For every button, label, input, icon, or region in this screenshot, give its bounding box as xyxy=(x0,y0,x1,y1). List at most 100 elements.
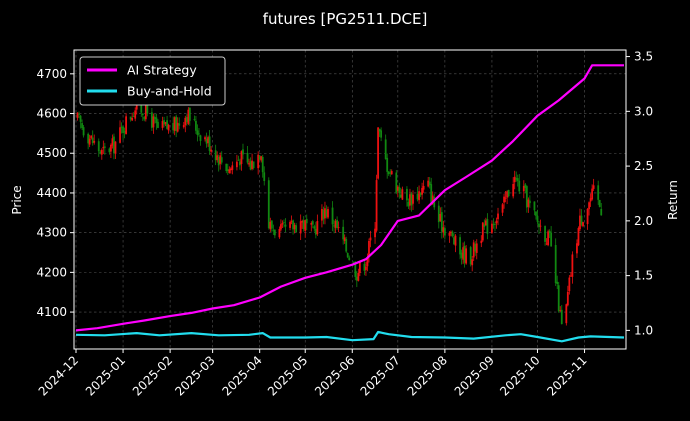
candle-body xyxy=(550,232,553,247)
candle-body xyxy=(401,189,404,200)
candle-body xyxy=(249,161,252,170)
candle-body xyxy=(375,180,378,231)
candle-body xyxy=(431,195,434,204)
candle-body xyxy=(363,263,366,271)
candle-body xyxy=(325,209,328,217)
candle-body xyxy=(368,240,370,257)
candle-body xyxy=(143,116,146,120)
candle-body xyxy=(290,221,293,223)
right-tick-label: 3.5 xyxy=(634,50,653,64)
candle-body xyxy=(185,117,188,123)
candle-body xyxy=(199,135,202,141)
candle-body xyxy=(184,117,187,126)
left-tick-label: 4100 xyxy=(36,305,67,319)
candle-body xyxy=(198,133,200,135)
candle-body xyxy=(269,221,272,230)
candle-body xyxy=(380,130,383,138)
candle-body xyxy=(237,159,240,161)
candle-body xyxy=(231,165,234,170)
right-tick-label: 1.5 xyxy=(634,269,653,283)
candle-body xyxy=(544,226,546,242)
candle-body xyxy=(278,229,281,238)
candle-body xyxy=(178,123,181,126)
candle-body xyxy=(125,116,127,135)
candle-body xyxy=(527,199,530,207)
candle-body xyxy=(396,186,399,191)
candle-body xyxy=(597,185,600,200)
candle-body xyxy=(187,109,190,124)
candle-body xyxy=(242,149,244,155)
candle-body xyxy=(76,112,79,118)
candle-body xyxy=(122,126,124,134)
candle-body xyxy=(87,133,90,144)
candle-body xyxy=(91,137,94,144)
candle-body xyxy=(598,199,601,207)
candle-body xyxy=(410,193,413,206)
candle-body xyxy=(422,185,425,190)
left-tick-label: 4500 xyxy=(36,146,67,160)
candle-body xyxy=(346,253,349,258)
candle-body xyxy=(166,120,168,129)
candlesticks xyxy=(76,91,603,326)
candle-body xyxy=(374,228,376,238)
candle-body xyxy=(167,124,170,131)
legend-label-buy-and-hold: Buy-and-Hold xyxy=(127,84,212,99)
candle-body xyxy=(90,135,93,139)
candle-body xyxy=(462,247,464,260)
plot-frame xyxy=(73,49,627,350)
candle-body xyxy=(172,123,175,131)
candle-body xyxy=(569,275,572,277)
candle-body xyxy=(173,117,176,131)
candle-body xyxy=(272,229,275,231)
candle-body xyxy=(331,207,334,225)
candle-body xyxy=(512,184,515,197)
series-line-0 xyxy=(75,64,624,332)
legend: AI Strategy Buy-and-Hold xyxy=(79,56,226,106)
candle-body xyxy=(164,121,167,124)
candle-body xyxy=(196,130,199,136)
candle-body xyxy=(377,127,379,179)
left-tick-label: 4400 xyxy=(36,186,67,200)
candle-body xyxy=(586,208,589,225)
candle-body xyxy=(448,232,451,236)
candle-body xyxy=(430,184,433,204)
candle-body xyxy=(528,200,531,204)
candle-body xyxy=(110,144,112,152)
candle-body xyxy=(144,104,147,120)
left-tick-label: 4700 xyxy=(36,67,67,81)
candle-body xyxy=(251,160,253,169)
candle-body xyxy=(270,220,273,229)
candle-body xyxy=(522,185,525,192)
candle-body xyxy=(188,107,191,121)
candle-body xyxy=(398,187,401,193)
candle-body xyxy=(102,146,105,149)
legend-label-ai-strategy: AI Strategy xyxy=(127,63,197,78)
candle-body xyxy=(99,151,102,153)
candle-body xyxy=(108,148,111,153)
candle-body xyxy=(480,240,483,244)
candle-body xyxy=(220,157,223,163)
candle-body xyxy=(342,226,345,240)
candle-body xyxy=(494,223,496,225)
candle-body xyxy=(495,220,498,224)
left-tick-label: 4200 xyxy=(36,265,67,279)
candle-body xyxy=(292,220,294,230)
candle-body xyxy=(568,277,571,292)
candle-body xyxy=(321,208,323,221)
candle-body xyxy=(352,261,355,264)
candle-body xyxy=(525,186,528,208)
candle-body xyxy=(176,122,179,132)
candle-body xyxy=(515,178,518,180)
candle-body xyxy=(354,263,357,277)
candle-body xyxy=(433,197,436,208)
candle-body xyxy=(419,192,422,196)
candle-body xyxy=(484,220,487,226)
candle-body xyxy=(141,113,144,116)
candle-body xyxy=(103,146,106,148)
candle-body xyxy=(258,155,261,160)
right-tick-label: 1.0 xyxy=(634,323,653,337)
candle-body xyxy=(154,116,156,120)
series-line-1 xyxy=(75,330,625,343)
candle-body xyxy=(78,114,80,115)
candle-body xyxy=(337,226,340,228)
